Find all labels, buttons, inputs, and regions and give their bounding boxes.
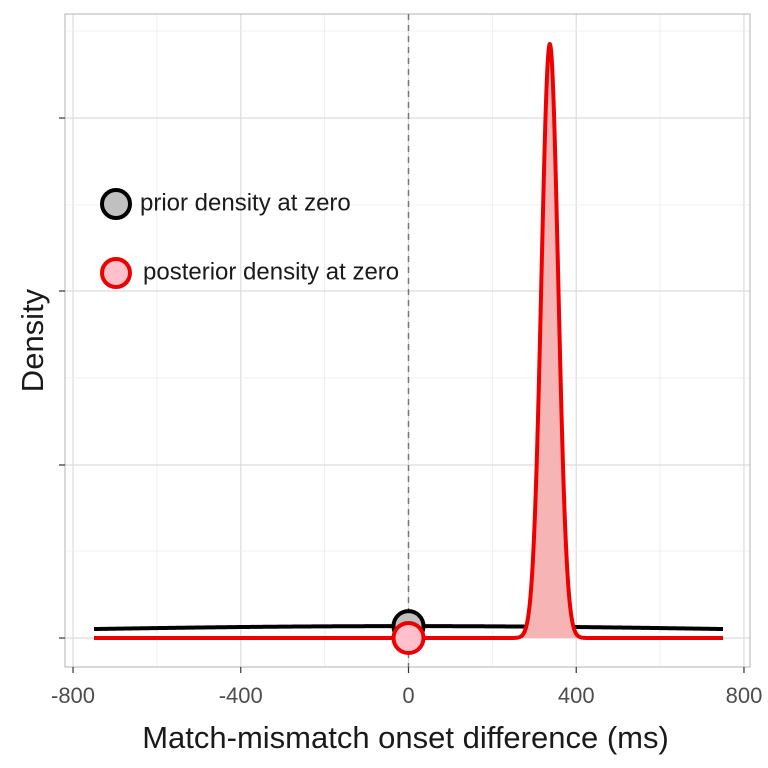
x-tick-label: 800 xyxy=(726,683,763,708)
x-tick-label: 0 xyxy=(402,683,414,708)
grid xyxy=(65,14,750,667)
legend: prior density at zero posterior density … xyxy=(100,188,399,289)
legend-marker-posterior xyxy=(100,257,132,289)
axes: -800 -400 0 400 800 xyxy=(51,117,763,708)
x-tick-label: 400 xyxy=(558,683,595,708)
x-axis-title: Match-mismatch onset difference (ms) xyxy=(142,720,669,755)
posterior-zero-point xyxy=(391,621,426,655)
x-tick-label: -800 xyxy=(51,683,95,708)
panel-border xyxy=(64,13,751,668)
legend-label-prior: prior density at zero xyxy=(140,189,351,216)
legend-label-posterior: posterior density at zero xyxy=(143,258,399,285)
x-tick-label: -400 xyxy=(219,683,263,708)
legend-marker-prior xyxy=(100,188,132,220)
zero-density-points xyxy=(391,609,426,655)
y-axis-title: Density xyxy=(15,288,50,392)
